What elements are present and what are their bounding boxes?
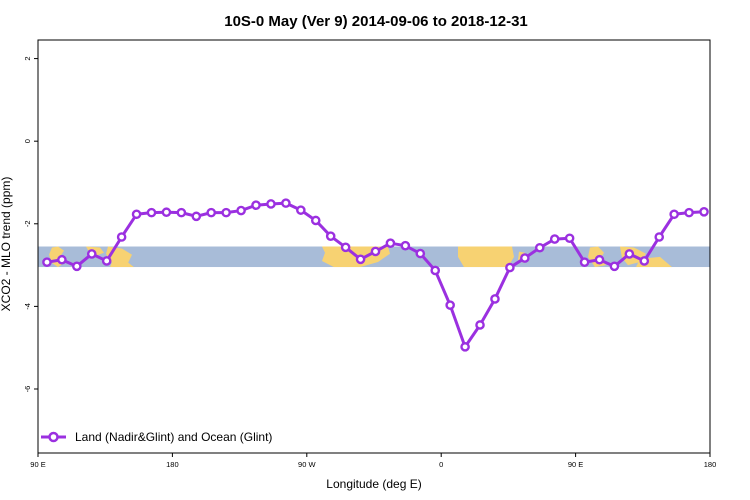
x-tick-label: 90 W [298,460,316,469]
data-point [116,232,127,242]
x-tick-label: 0 [439,460,443,469]
x-tick-label: 90 E [30,460,45,469]
data-point [57,254,67,265]
legend: Land (Nadir&Glint) and Ocean (Glint) [41,430,272,444]
y-axis: 2 0 -2 -4 -6 [23,56,38,392]
data-point [101,256,112,266]
data-point [699,207,709,217]
x-tick-label: 180 [704,460,717,469]
data-point [161,207,172,218]
data-point [42,257,52,267]
data-point [340,242,351,253]
data-point [131,209,142,220]
data-point [430,265,441,276]
data-point [221,207,231,218]
data-point [505,262,515,273]
x-tick-label: 180 [166,460,179,469]
data-point [370,246,381,257]
data-point [639,256,650,266]
data-point [684,207,694,218]
data-point [490,294,500,304]
data-point [86,249,97,259]
y-tick-label: -6 [23,386,32,393]
data-point [251,200,261,210]
data-point [654,232,665,242]
data-point [310,215,321,226]
data-point [564,233,575,244]
data-point [206,207,217,218]
data-point [624,249,635,259]
plot-frame [37,39,711,454]
x-tick-label: 90 E [568,460,583,469]
data-point [460,342,470,352]
y-tick-label: -4 [23,303,32,310]
data-point [266,199,276,209]
x-axis-label: Longitude (deg E) [326,477,421,491]
land-northern-australia [110,260,134,268]
y-axis-label: XCO2 - MLO trend (ppm) [0,177,13,312]
data-point [594,254,605,265]
y-tick-label: -2 [23,220,32,227]
data-point [176,207,187,218]
x-axis: 90 E 180 90 W 0 90 E 180 [30,453,716,469]
data-point [72,261,82,272]
series-layer [42,198,709,352]
data-point [534,242,545,253]
data-point [445,300,455,310]
legend-label: Land (Nadir&Glint) and Ocean (Glint) [75,430,272,444]
data-point [236,205,246,216]
data-point [579,257,590,267]
legend-marker [48,431,59,443]
data-point [609,261,620,272]
data-point [415,248,426,259]
data-point [400,240,411,251]
series-line [46,201,705,349]
y-tick-label: 0 [23,139,32,143]
data-point [520,253,530,263]
data-point [475,320,485,330]
data-point [281,198,291,208]
data-point [325,231,336,241]
data-point [669,209,679,220]
data-point [385,238,396,248]
data-point [191,211,202,222]
data-point [146,207,157,218]
data-point [296,205,306,215]
y-tick-label: 2 [23,56,32,60]
data-point [355,254,366,265]
data-point [549,234,560,244]
chart-title: 10S-0 May (Ver 9) 2014-09-06 to 2018-12-… [224,13,528,30]
land-africa [458,246,514,268]
